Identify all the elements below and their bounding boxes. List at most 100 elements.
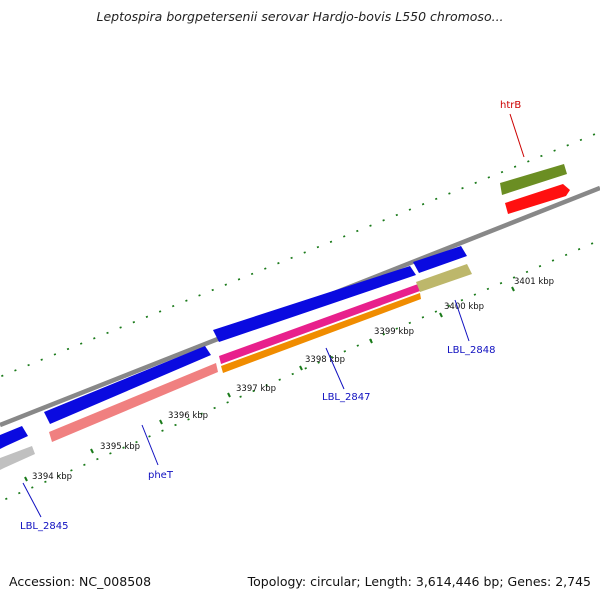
tick-dot xyxy=(330,355,333,359)
tick-dot xyxy=(148,435,151,438)
tick-dot xyxy=(96,457,99,461)
tick-dot xyxy=(500,170,504,174)
tick-dot xyxy=(421,316,425,319)
gene-label-lbl2845[interactable]: LBL_2845 xyxy=(20,521,68,532)
tick-dot xyxy=(57,474,60,478)
tick-dot xyxy=(434,310,438,313)
tick-dot xyxy=(527,160,530,163)
tick-dot xyxy=(5,497,8,500)
gene-label-lbl2847[interactable]: LBL_2847 xyxy=(322,392,370,403)
gene-feature-lbl2845[interactable] xyxy=(0,446,35,470)
tick-dot xyxy=(252,389,255,393)
tick-dot xyxy=(226,401,229,404)
tick-dot xyxy=(277,262,280,265)
tick-label: 3396 kbp xyxy=(168,411,208,421)
tick-dot xyxy=(486,287,490,291)
tick-dot xyxy=(239,395,242,398)
forward-strand-features xyxy=(0,246,467,449)
tick-dot xyxy=(460,299,464,302)
tick-dot xyxy=(579,138,583,142)
tick-dot xyxy=(448,192,451,195)
tick-dot xyxy=(551,259,555,262)
tick-dot xyxy=(161,429,164,432)
tick-dot xyxy=(317,361,320,364)
tick-dot xyxy=(487,176,491,179)
tick-dot xyxy=(473,293,477,296)
tick-dot xyxy=(592,133,596,136)
gene-label-leaders xyxy=(22,113,525,518)
tick-dot xyxy=(264,267,267,270)
gene-feature-lbl2848[interactable] xyxy=(416,264,472,292)
tick-label: 3399 kbp xyxy=(374,327,414,337)
tick-dot xyxy=(499,282,503,285)
gene-label-htrb[interactable]: htrB xyxy=(500,100,521,111)
tick-dot xyxy=(369,224,372,227)
tick-dot xyxy=(513,165,517,168)
map-title: Leptospira borgpetersenii serovar Hardjo… xyxy=(96,9,504,24)
tick-dot xyxy=(265,384,268,387)
tick-dot xyxy=(132,321,136,324)
tick-dot xyxy=(577,248,581,251)
tick-label: 3395 kbp xyxy=(100,442,140,452)
tick-dot xyxy=(382,333,386,336)
reverse-strand-features xyxy=(0,164,570,470)
gene-label-lbl2848[interactable]: LBL_2848 xyxy=(447,345,495,356)
tick-dot xyxy=(135,440,138,444)
tick-dot xyxy=(237,278,241,281)
tick-dot xyxy=(1,374,4,377)
tick-dot xyxy=(44,480,47,483)
tick-dot xyxy=(171,304,175,308)
tick-dot xyxy=(83,463,86,466)
cds-feature[interactable] xyxy=(0,426,28,449)
inner-tick-ring xyxy=(5,242,594,500)
tick-dot xyxy=(356,229,359,233)
tick-dot xyxy=(343,350,347,353)
gene-feature-phet[interactable] xyxy=(49,363,218,442)
tick-dot xyxy=(158,310,162,313)
gene-feature-htrb-olive[interactable] xyxy=(500,164,567,195)
outer-tick-ring xyxy=(1,133,596,377)
gene-labels: LBL_2845 pheT LBL_2847 LBL_2848 htrB xyxy=(20,100,521,532)
tick-dot xyxy=(224,283,228,286)
tick-dot xyxy=(53,353,57,356)
tick-dot xyxy=(538,265,542,268)
tick-dot xyxy=(329,240,333,243)
tick-dot xyxy=(250,272,254,276)
tick-dot xyxy=(185,299,188,302)
tick-dot xyxy=(187,418,190,421)
cds-feature[interactable] xyxy=(413,246,467,273)
tick-dot xyxy=(40,358,43,361)
gene-feature-htrb-red[interactable] xyxy=(505,184,570,214)
tick-dot xyxy=(408,321,412,325)
gene-feature-lbl2847-orange[interactable] xyxy=(221,293,421,373)
tick-label: 3401 kbp xyxy=(514,277,554,287)
tick-dot xyxy=(109,452,112,455)
gene-feature-lbl2847-magenta[interactable] xyxy=(219,284,420,364)
tick-dot xyxy=(564,253,568,257)
tick-dot xyxy=(106,331,109,335)
tick-label: 3394 kbp xyxy=(32,472,72,482)
tick-dot xyxy=(395,213,399,217)
tick-dot xyxy=(70,469,73,472)
tick-dot xyxy=(342,235,346,238)
tick-dot xyxy=(316,245,320,249)
tick-dot xyxy=(304,367,307,370)
tick-dot xyxy=(408,208,412,211)
tick-dot xyxy=(18,491,21,495)
tick-dot xyxy=(79,342,83,345)
tick-dot xyxy=(290,256,293,260)
tick-dot xyxy=(213,406,216,410)
tick-dot xyxy=(525,270,529,274)
tick-dot xyxy=(66,347,70,351)
cds-feature[interactable] xyxy=(213,266,416,342)
tick-dot xyxy=(122,446,125,449)
tick-label: 3398 kbp xyxy=(305,355,345,365)
major-ticks xyxy=(24,286,515,482)
tick-dot xyxy=(303,251,306,254)
tick-dot xyxy=(119,326,122,329)
topology-label: Topology: circular; Length: 3,614,446 bp… xyxy=(247,574,591,589)
tick-dot xyxy=(14,369,17,372)
gene-label-phet[interactable]: pheT xyxy=(148,470,174,481)
cds-feature[interactable] xyxy=(44,346,211,424)
tick-dot xyxy=(566,144,569,147)
